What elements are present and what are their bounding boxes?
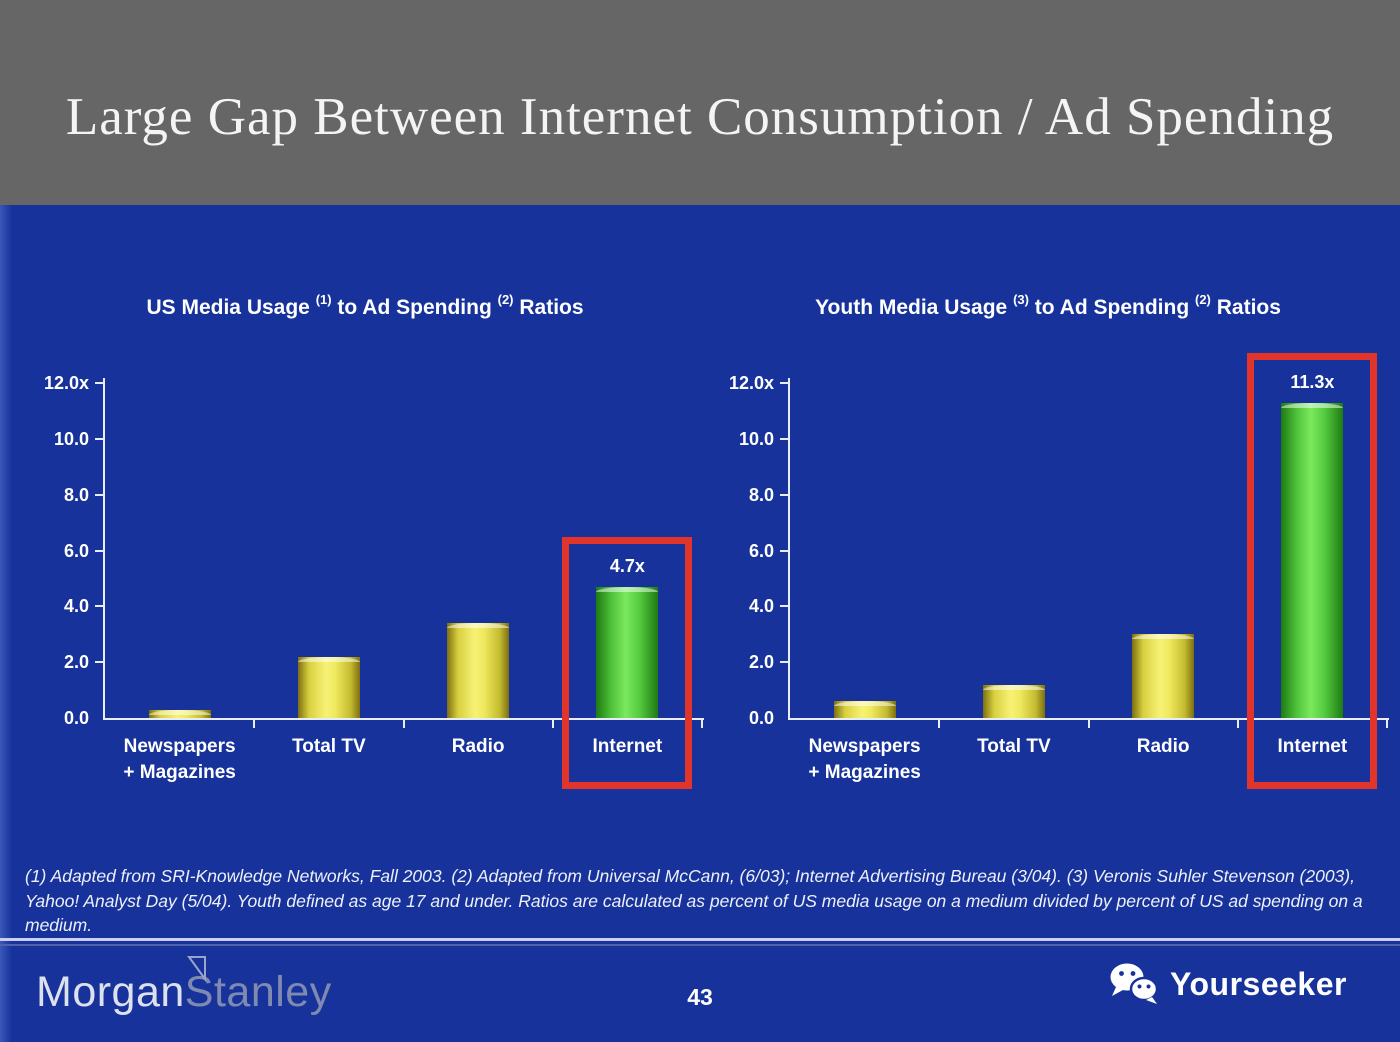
y-tick-mark: [780, 437, 788, 440]
y-axis-line: [788, 378, 790, 720]
wechat-icon: [1110, 963, 1159, 1004]
footnote-marker: (2): [497, 292, 514, 307]
category-label-internet: Internet: [1277, 736, 1348, 757]
category-label-total-tv: Total TV: [292, 736, 366, 757]
brand-word-stanley: Stanley: [184, 968, 332, 1016]
y-tick-mark: [780, 493, 788, 496]
value-label-internet: 4.7x: [609, 555, 645, 576]
bar-newspapers: [148, 709, 211, 718]
y-tick-mark: [95, 661, 103, 664]
y-tick-mark: [780, 382, 788, 384]
x-axis-line: [788, 718, 1389, 720]
bar-total-tv: [297, 656, 360, 718]
y-tick-mark: [95, 437, 103, 440]
chart-us-media: 0.0 2.0 4.0 6.0 8.0 10.0 12.0x Newspapers + Mag…: [25, 370, 710, 795]
category-label-radio: Radio: [1136, 736, 1190, 757]
x-tick-mark: [1236, 720, 1239, 728]
bar-radio: [1132, 634, 1195, 718]
left-edge-decoration: [0, 205, 12, 1042]
slide-title: Large Gap Between Internet Consumption /…: [65, 87, 1335, 146]
category-label-total-tv: Total TV: [977, 736, 1051, 757]
bar-internet: [1281, 402, 1344, 718]
yourseeker-label: Yourseeker: [1170, 965, 1347, 1002]
x-tick-mark: [551, 720, 554, 728]
x-tick-mark: [1386, 720, 1388, 728]
y-tick-label: 4.0: [63, 596, 89, 617]
footnote-marker: (2): [1195, 292, 1211, 307]
bar-newspapers: [833, 701, 896, 718]
chart-title-text: Ratios: [513, 296, 584, 319]
x-tick-mark: [938, 720, 941, 728]
footer-divider: [0, 938, 1400, 941]
category-label-internet: Internet: [592, 736, 663, 757]
y-tick-label: 6.0: [748, 540, 774, 561]
y-tick-label: 4.0: [748, 596, 774, 617]
footnote: (1) Adapted from SRI-Knowledge Networks,…: [25, 866, 1363, 935]
x-axis-line: [103, 718, 704, 720]
chart-youth-media: 0.0 2.0 4.0 6.0 8.0 10.0 12.0x Newspapers + Mag…: [710, 352, 1395, 795]
slide-header: Large Gap Between Internet Consumption /…: [0, 0, 1400, 205]
highlight-box-internet: [562, 536, 693, 789]
y-tick-mark: [95, 382, 103, 384]
chart-title-text: US Media Usage: [146, 296, 316, 319]
y-tick-label: 10.0: [738, 428, 774, 449]
chart-title-us-media: US Media Usage (1) to Ad Spending (2) Ra…: [45, 292, 685, 325]
x-tick-mark: [701, 720, 703, 728]
value-label-internet: 11.3x: [1290, 371, 1335, 392]
y-tick-mark: [780, 605, 788, 608]
y-tick-mark: [95, 493, 103, 496]
bar-radio: [447, 623, 510, 718]
category-label-newspapers: Newspapers + Magazines: [808, 736, 921, 783]
morgan-stanley-triangle-icon: [187, 956, 206, 982]
x-tick-mark: [1087, 720, 1090, 728]
y-tick-mark: [95, 549, 103, 552]
category-label-newspapers: Newspapers + Magazines: [123, 736, 236, 783]
y-tick-label: 10.0: [53, 428, 89, 449]
y-tick-label: 0.0: [748, 708, 774, 728]
y-tick-mark: [780, 661, 788, 664]
morgan-stanley-logo: MorganStanley: [36, 956, 332, 1017]
footnote-marker: (1): [315, 292, 332, 307]
y-tick-label: 8.0: [748, 484, 774, 505]
y-tick-mark: [95, 605, 103, 608]
page-number: 43: [687, 984, 713, 1010]
chart-title-text: Ratios: [1210, 296, 1281, 319]
y-tick-label: 8.0: [63, 484, 89, 505]
brand-word-morgan: Morgan: [36, 968, 185, 1016]
x-tick-mark: [402, 720, 405, 728]
y-tick-label: 2.0: [748, 652, 774, 673]
y-tick-label: 2.0: [63, 652, 89, 673]
bar-internet: [596, 586, 659, 718]
bar-total-tv: [982, 684, 1045, 718]
category-label-radio: Radio: [451, 736, 505, 757]
chart-title-youth-media: Youth Media Usage (3) to Ad Spending (2)…: [768, 292, 1328, 325]
y-tick-label: 12.0x: [728, 373, 774, 393]
footnote-marker: (3): [1013, 292, 1029, 307]
y-tick-mark: [780, 549, 788, 552]
yourseeker-logo: Yourseeker: [1108, 962, 1347, 1006]
y-tick-label: 6.0: [63, 540, 89, 561]
y-tick-label: 0.0: [63, 708, 89, 728]
chart-title-text: Youth Media Usage: [815, 296, 1014, 319]
x-tick-mark: [253, 720, 256, 728]
chart-title-text: to Ad Spending: [1028, 296, 1195, 319]
chart-title-text: to Ad Spending: [331, 296, 498, 319]
highlight-box-internet: [1247, 352, 1378, 789]
y-axis-line: [103, 378, 105, 720]
footer-divider-shadow: [0, 944, 1400, 946]
y-tick-label: 12.0x: [43, 373, 89, 393]
